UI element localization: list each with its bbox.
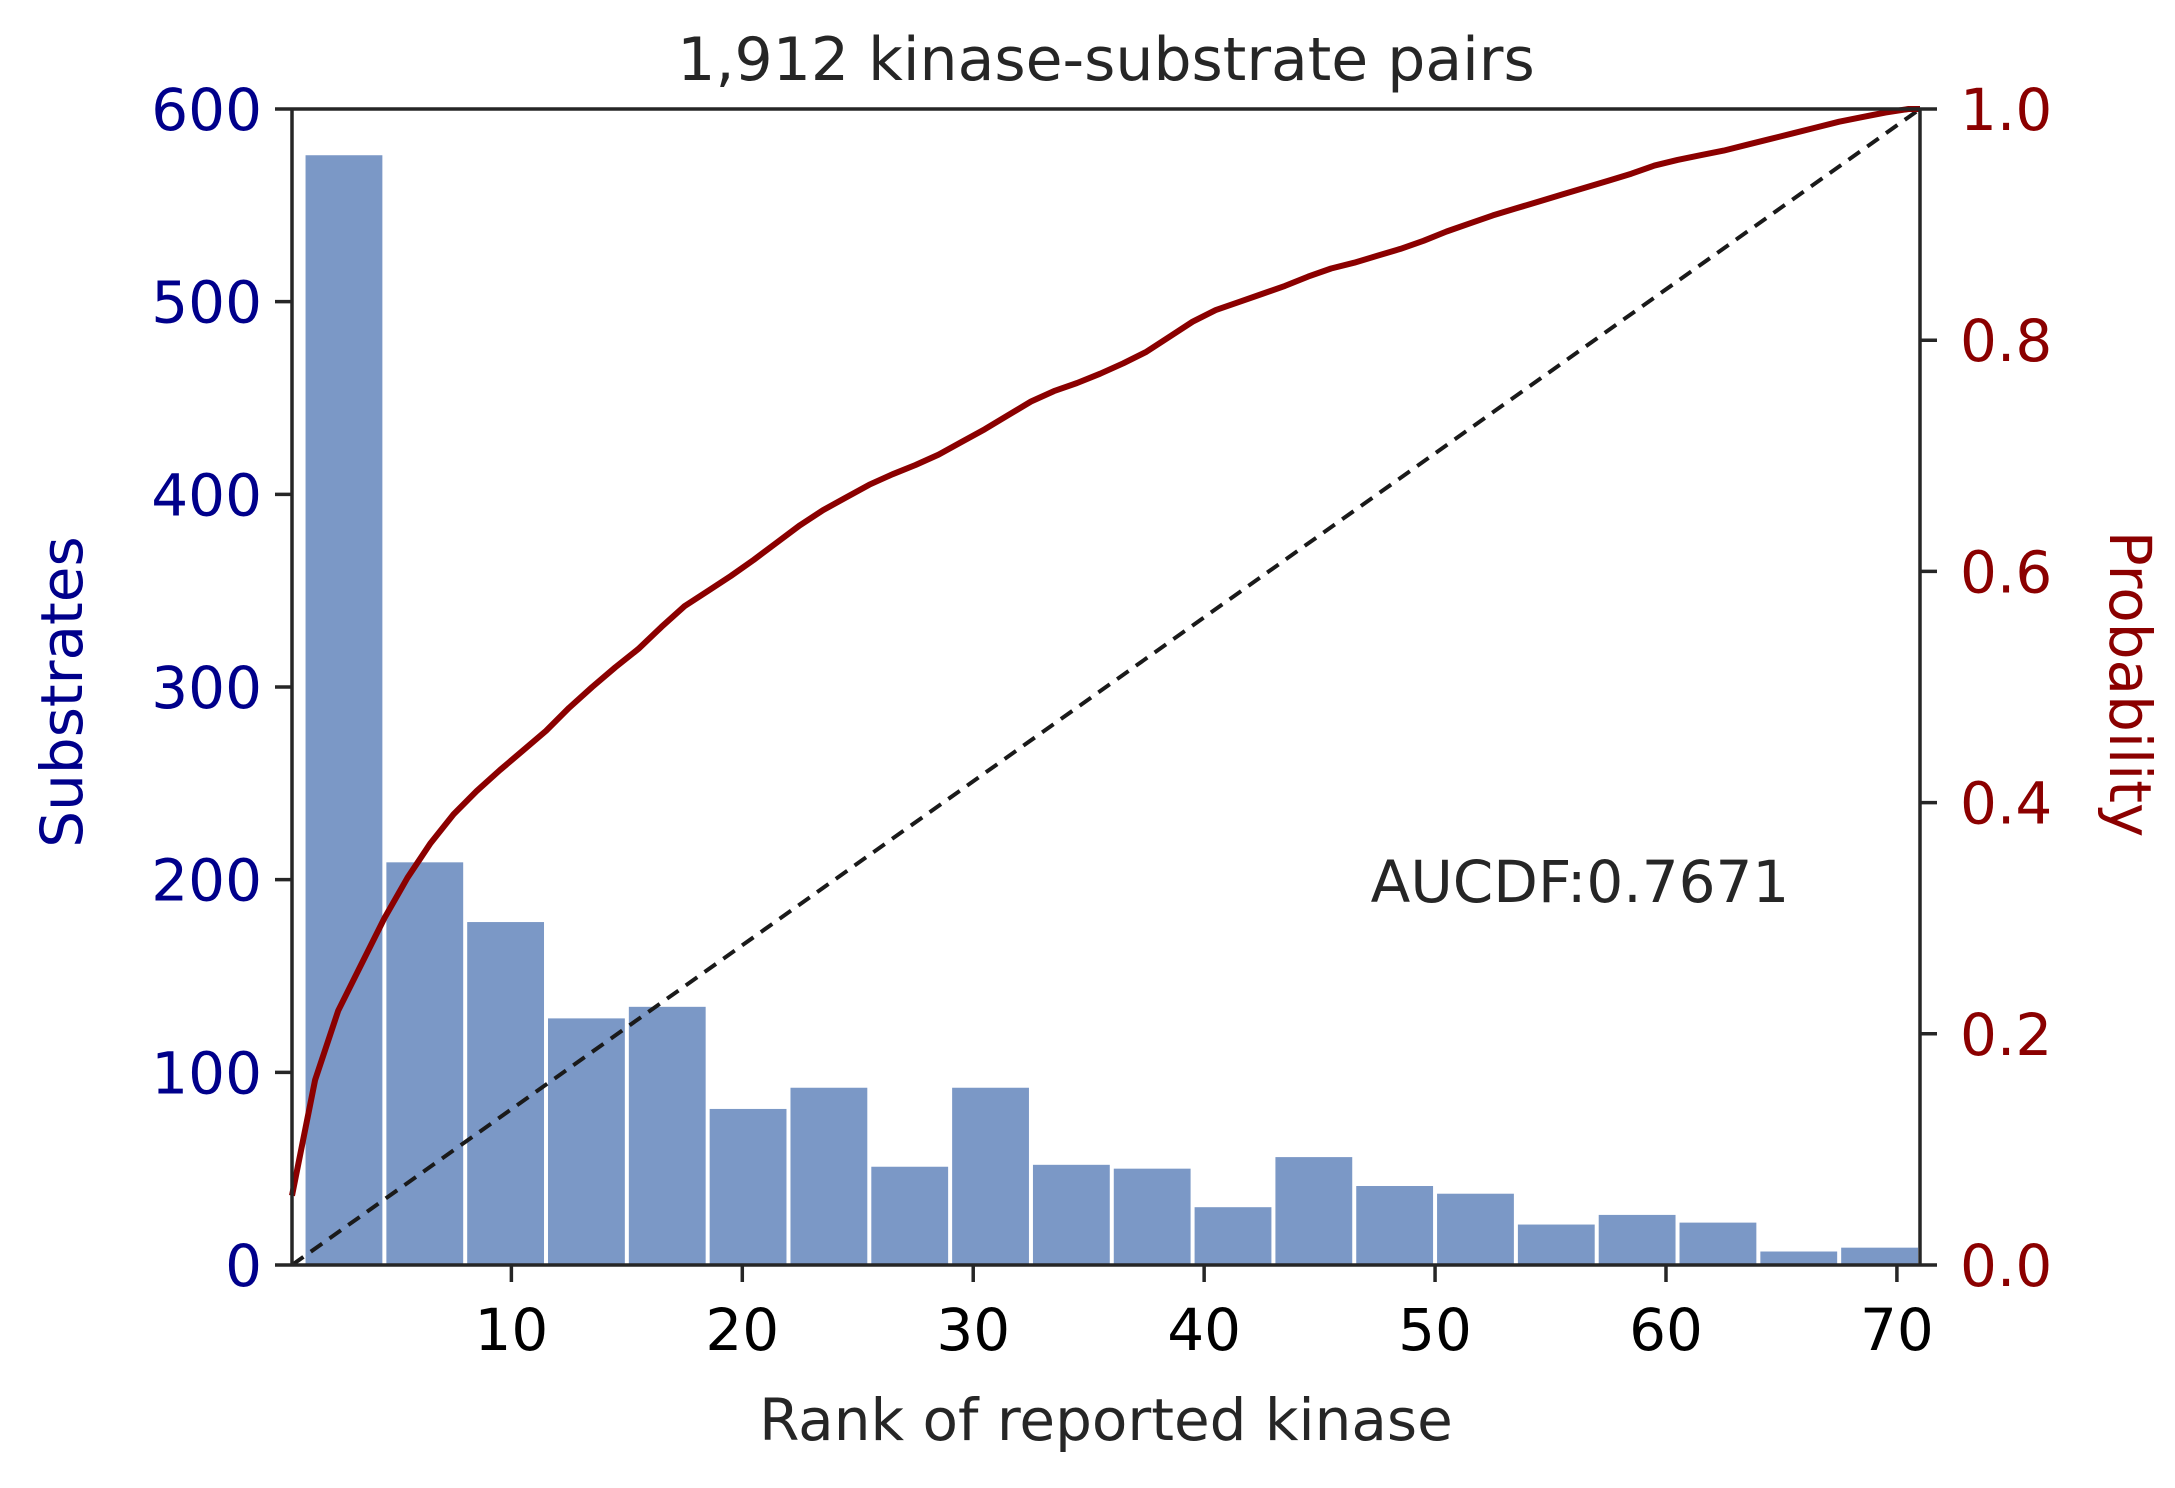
histogram-bar <box>386 862 464 1265</box>
histogram-bars <box>305 155 1918 1266</box>
histogram-bar <box>548 1018 625 1265</box>
chart-title: 1,912 kinase-substrate pairs <box>677 25 1534 95</box>
histogram-bar <box>709 1108 787 1265</box>
right-y-axis-label: Probability <box>2096 531 2164 838</box>
x-tick-label: 40 <box>1167 1296 1241 1364</box>
x-tick-label: 70 <box>1860 1296 1934 1364</box>
right-y-tick-label: 0.0 <box>1960 1232 2052 1300</box>
histogram-bar <box>952 1087 1029 1265</box>
histogram-bar <box>871 1166 949 1265</box>
histogram-bar <box>1194 1207 1272 1265</box>
right-y-axis-ticks: 0.0 0.2 0.4 0.6 0.8 1.0 <box>1920 76 2052 1300</box>
cdf-line <box>289 106 1920 1197</box>
left-y-axis-label: Substrates <box>28 536 96 847</box>
right-y-tick-label: 0.6 <box>1960 538 2052 606</box>
histogram-bar <box>1032 1164 1110 1265</box>
histogram-bar <box>1113 1168 1191 1265</box>
right-y-tick-label: 0.2 <box>1960 1001 2052 1069</box>
histogram-bar <box>1275 1157 1353 1265</box>
reference-line-group <box>290 107 1922 1267</box>
histogram-bar <box>1517 1224 1595 1265</box>
x-tick-label: 10 <box>474 1296 548 1364</box>
left-y-tick-label: 0 <box>225 1232 262 1300</box>
x-tick-label: 30 <box>936 1296 1010 1364</box>
histogram-bar <box>1679 1222 1757 1265</box>
x-tick-label: 20 <box>705 1296 779 1364</box>
histogram-bar <box>790 1087 868 1265</box>
left-y-tick-label: 400 <box>151 461 262 529</box>
histogram-bar <box>305 155 383 1266</box>
cdf-line-group <box>289 106 1920 1197</box>
x-tick-label: 60 <box>1629 1296 1703 1364</box>
x-tick-label: 50 <box>1398 1296 1472 1364</box>
histogram-bar <box>1598 1214 1676 1265</box>
right-y-tick-label: 0.8 <box>1960 307 2052 375</box>
histogram-bar <box>467 922 545 1265</box>
histogram-bar <box>628 1006 706 1265</box>
left-y-tick-label: 300 <box>151 654 262 722</box>
histogram-bar <box>1841 1247 1918 1265</box>
histogram-bar <box>1356 1186 1434 1265</box>
reference-diagonal-line <box>290 107 1922 1267</box>
left-y-tick-label: 200 <box>151 847 262 915</box>
left-y-tick-label: 100 <box>151 1039 262 1107</box>
right-y-tick-label: 0.4 <box>1960 770 2052 838</box>
x-axis-label: Rank of reported kinase <box>759 1386 1453 1454</box>
aucdf-annotation: AUCDF:0.7671 <box>1371 848 1790 916</box>
left-y-tick-label: 500 <box>151 269 262 337</box>
histogram-bar <box>1437 1193 1514 1265</box>
left-y-tick-label: 600 <box>151 76 262 144</box>
x-axis-ticks: 10 20 30 40 50 60 70 <box>474 1265 1934 1364</box>
left-y-axis-ticks: 0 100 200 300 400 500 600 <box>151 76 292 1300</box>
right-y-tick-label: 1.0 <box>1960 76 2052 144</box>
histogram-bar <box>1760 1251 1838 1265</box>
